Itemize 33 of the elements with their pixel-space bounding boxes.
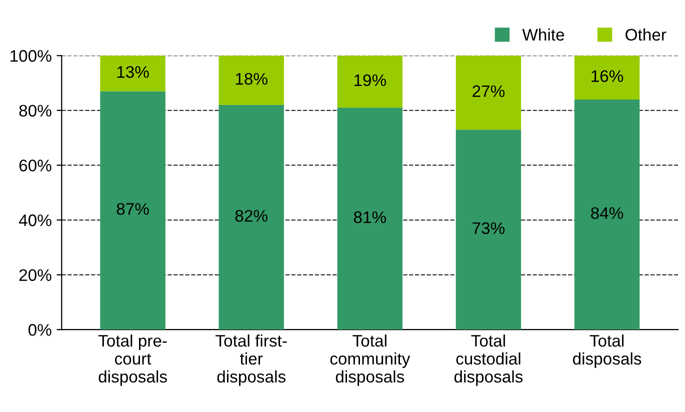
data-label: 82% xyxy=(235,210,268,222)
bar xyxy=(218,56,284,105)
bar xyxy=(337,108,403,330)
y-tick-label: 0% xyxy=(28,324,52,336)
bar xyxy=(456,56,522,130)
data-label: 73% xyxy=(472,222,505,234)
bar xyxy=(100,56,166,92)
legend-label: White xyxy=(522,28,564,41)
data-label: 27% xyxy=(472,85,505,98)
x-tick-label: Total community disposals xyxy=(330,334,410,386)
legend-label: Other xyxy=(626,28,666,41)
x-tick-label: Total custodial disposals xyxy=(454,334,523,386)
data-label: 16% xyxy=(592,70,624,82)
data-label: 81% xyxy=(354,211,386,224)
data-label: 13% xyxy=(117,66,149,78)
y-tick-label: 80% xyxy=(19,104,52,117)
data-label: 84% xyxy=(591,207,624,219)
bar xyxy=(574,56,640,100)
y-tick-label: 20% xyxy=(19,269,52,282)
bar xyxy=(100,91,166,330)
bar xyxy=(218,104,284,330)
x-tick-label: Total first- tier disposals xyxy=(216,334,287,386)
bar xyxy=(456,130,522,330)
bar xyxy=(337,56,403,108)
y-tick-label: 40% xyxy=(18,214,52,226)
x-tick-label: Total pre- court disposals xyxy=(98,334,167,386)
x-tick-label: Total disposals xyxy=(572,334,642,368)
y-tick-label: 60% xyxy=(19,160,52,172)
data-label: 87% xyxy=(116,203,149,215)
data-label: 18% xyxy=(236,72,268,85)
y-tick-label: 100% xyxy=(10,50,52,62)
bar xyxy=(574,99,640,330)
data-label: 19% xyxy=(354,74,386,86)
